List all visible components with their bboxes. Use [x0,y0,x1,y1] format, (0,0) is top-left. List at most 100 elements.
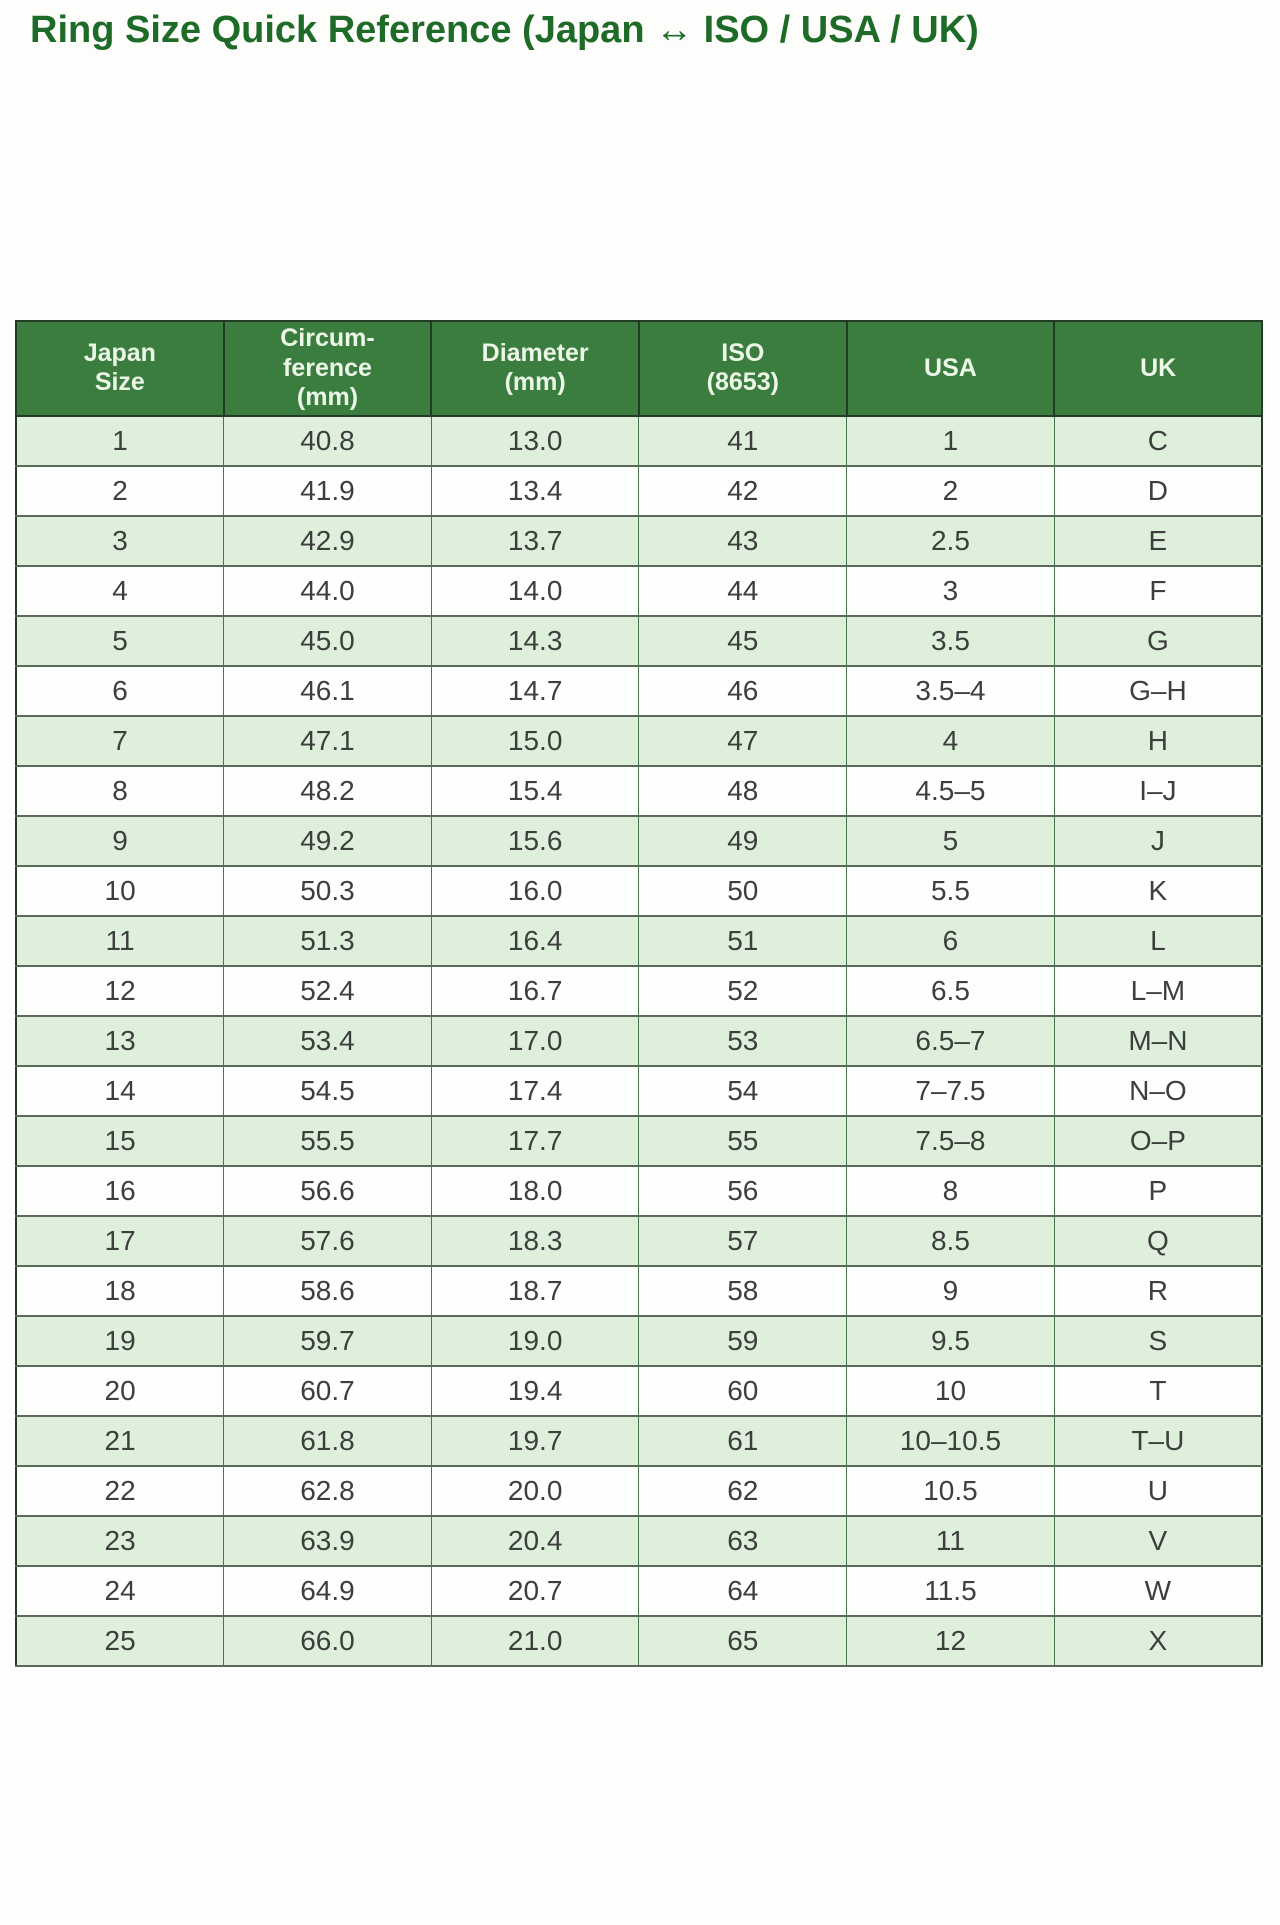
table-cell: S [1053,1314,1263,1367]
table-cell: 13 [15,1014,225,1067]
table-row: 20 60.7 19.4 60 10 T [15,1364,1263,1417]
table-cell: 16.4 [430,914,640,967]
table-cell: 5.5 [846,864,1055,917]
table-cell: 7 [15,714,225,767]
table-cell: E [1053,514,1263,567]
table-cell: 47.1 [223,714,432,767]
table-cell: 55 [638,1114,848,1167]
table-cell: 11 [15,914,225,967]
table-cell: X [1053,1614,1263,1667]
table-cell: 61 [638,1414,848,1467]
table-cell: 21.0 [430,1614,640,1667]
table-cell: 20.7 [430,1564,640,1617]
table-cell: 53.4 [223,1014,432,1067]
table-row: 21 61.8 19.7 61 10–10.5 T–U [15,1414,1263,1467]
table-cell: 62 [638,1464,848,1517]
table-cell: 23 [15,1514,225,1567]
table-cell: 42 [638,464,848,517]
table-cell: 48.2 [223,764,432,817]
table-row: 8 48.2 15.4 48 4.5–5 I–J [15,764,1263,817]
table-cell: 14 [15,1064,225,1117]
table-cell: 7–7.5 [846,1064,1055,1117]
table-cell: 58 [638,1264,848,1317]
table-cell: 3.5–4 [846,664,1055,717]
table-cell: 13.4 [430,464,640,517]
table-cell: L–M [1053,964,1263,1017]
table-cell: 4 [15,564,225,617]
table-cell: 8.5 [846,1214,1055,1267]
table-cell: 20.4 [430,1514,640,1567]
table-cell: 19.4 [430,1364,640,1417]
table-cell: 22 [15,1464,225,1517]
table-cell: 24 [15,1564,225,1617]
column-header-japan-size: Japan Size [15,320,225,417]
table-row: 18 58.6 18.7 58 9 R [15,1264,1263,1317]
ring-size-table-body: 1 40.8 13.0 41 1 C 2 41.9 13.4 42 2 D 3 42.9 13.7 43 2.5… [15,414,1263,1667]
table-cell: 15.4 [430,764,640,817]
table-row: 6 46.1 14.7 46 3.5–4 G–H [15,664,1263,717]
table-cell: J [1053,814,1263,867]
table-row: 13 53.4 17.0 53 6.5–7 M–N [15,1014,1263,1067]
column-header-diameter: Diameter (mm) [430,320,640,417]
table-cell: 56.6 [223,1164,432,1217]
table-cell: 50 [638,864,848,917]
table-cell: 17.4 [430,1064,640,1117]
table-cell: O–P [1053,1114,1263,1167]
table-cell: 1 [846,414,1055,467]
table-row: 19 59.7 19.0 59 9.5 S [15,1314,1263,1367]
table-cell: 51.3 [223,914,432,967]
table-cell: 57.6 [223,1214,432,1267]
table-row: 7 47.1 15.0 47 4 H [15,714,1263,767]
table-cell: 14.7 [430,664,640,717]
table-cell: 10 [846,1364,1055,1417]
table-header-row: Japan Size Circum- ference (mm) Diameter… [15,320,1263,417]
table-cell: 52.4 [223,964,432,1017]
table-row: 2 41.9 13.4 42 2 D [15,464,1263,517]
column-header-usa: USA [845,320,1056,417]
table-cell: T [1053,1364,1263,1417]
table-cell: 6.5 [846,964,1055,1017]
table-cell: W [1053,1564,1263,1617]
table-cell: 9.5 [846,1314,1055,1367]
table-cell: 10–10.5 [846,1414,1055,1467]
table-cell: 9 [15,814,225,867]
table-cell: 25 [15,1614,225,1667]
table-cell: 9 [846,1264,1055,1317]
table-row: 5 45.0 14.3 45 3.5 G [15,614,1263,667]
table-cell: 17.7 [430,1114,640,1167]
table-cell: 65 [638,1614,848,1667]
table-cell: 19.0 [430,1314,640,1367]
table-cell: C [1053,414,1263,467]
table-cell: 49.2 [223,814,432,867]
table-row: 1 40.8 13.0 41 1 C [15,414,1263,467]
table-row: 4 44.0 14.0 44 3 F [15,564,1263,617]
table-cell: 41 [638,414,848,467]
table-row: 25 66.0 21.0 65 12 X [15,1614,1263,1667]
table-cell: 64 [638,1564,848,1617]
table-cell: 2 [846,464,1055,517]
table-cell: 52 [638,964,848,1017]
table-cell: M–N [1053,1014,1263,1067]
table-cell: 45 [638,614,848,667]
table-cell: I–J [1053,764,1263,817]
table-cell: 18.0 [430,1164,640,1217]
table-cell: 48 [638,764,848,817]
table-cell: 8 [846,1164,1055,1217]
table-cell: 6 [846,914,1055,967]
table-cell: 20 [15,1364,225,1417]
table-cell: 4 [846,714,1055,767]
table-cell: 12 [846,1614,1055,1667]
table-cell: 14.3 [430,614,640,667]
table-cell: 45.0 [223,614,432,667]
table-cell: N–O [1053,1064,1263,1117]
table-cell: 41.9 [223,464,432,517]
table-cell: 10.5 [846,1464,1055,1517]
column-header-iso: ISO (8653) [637,320,848,417]
table-cell: 63 [638,1514,848,1567]
table-cell: 18.7 [430,1264,640,1317]
table-cell: 42.9 [223,514,432,567]
table-cell: 10 [15,864,225,917]
table-cell: 8 [15,764,225,817]
page-title: Ring Size Quick Reference (Japan ↔ ISO /… [30,9,979,51]
